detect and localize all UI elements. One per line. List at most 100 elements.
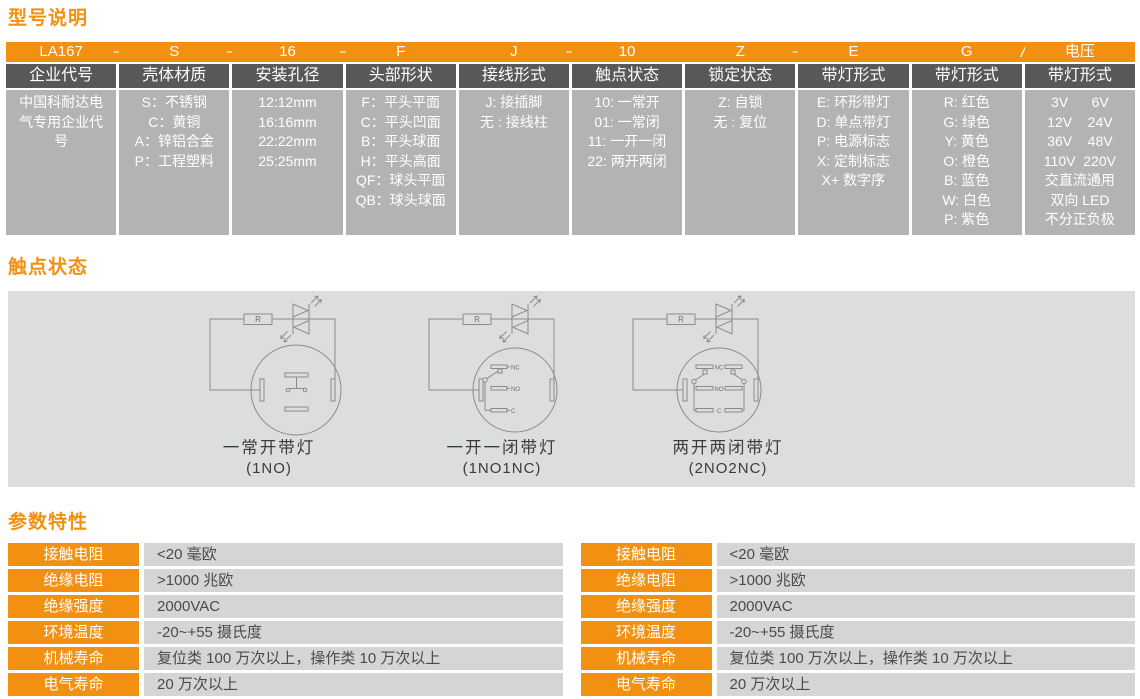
lamp-pin: [682, 378, 688, 402]
diagram-caption-text: 两开两闭带灯: [672, 439, 784, 457]
param-value: 2000VAC: [716, 595, 1135, 618]
param-label: 绝缘电阻: [580, 569, 712, 592]
param-value: 20 万次以上: [716, 673, 1135, 696]
lamp-pin: [549, 378, 555, 402]
option-line: Y: 黄色: [944, 133, 989, 149]
option-line: X+ 数字序: [821, 172, 886, 188]
param-row: 绝缘电阻 >1000 兆欧: [8, 569, 563, 592]
option-line: A：锌铝合金: [134, 133, 214, 149]
option-line: D: 单点带灯: [816, 113, 891, 130]
option-line: B：平头球面: [361, 133, 441, 149]
diagram-caption-code: (1NO1NC): [462, 460, 542, 477]
contact-label: C: [717, 409, 722, 415]
param-row: 接触电阻 <20 毫欧: [580, 543, 1135, 566]
param-row: 绝缘强度 2000VAC: [8, 595, 563, 618]
light-arrow-icon: [737, 299, 745, 307]
resistor-box: [462, 313, 492, 325]
diagram-caption: 两开两闭带灯 (2NO2NC): [603, 438, 853, 479]
model-code-cell-2: 16–: [232, 42, 348, 62]
param-value: -20~+55 摄氏度: [144, 621, 563, 644]
params-table-left: 接触电阻 <20 毫欧 绝缘电阻 >1000 兆欧 绝缘强度 2000VAC 环境温度 -20…: [8, 543, 563, 699]
option-line: R: 红色: [943, 94, 990, 110]
option-line: 22: 两开两闭: [587, 152, 667, 169]
common-wire: [693, 383, 696, 411]
diagram-caption-text: 一开一闭带灯: [446, 439, 558, 457]
c-bar: [490, 408, 508, 413]
contact-point: [302, 387, 308, 393]
option-line: E: 环形带灯: [816, 94, 891, 110]
param-value: 复位类 100 万次以上，操作类 10 万次以上: [144, 647, 563, 670]
param-label: 接触电阻: [580, 543, 712, 566]
diagram-svg: R: [209, 295, 342, 436]
option-line: QB：球头球面: [355, 191, 446, 208]
light-arrow-icon: [499, 331, 507, 339]
option-line: C：黄铜: [148, 113, 201, 130]
option-line: 交直流通用: [1044, 172, 1115, 188]
option-line: B: 蓝色: [944, 172, 990, 188]
model-options-cell-3: F：平头平面 C：平头凹面 B：平头球面 H：平头高面 QF：球头平面 QB：球头球面: [345, 90, 456, 235]
light-arrow-icon: [502, 334, 511, 343]
param-row: 绝缘强度 2000VAC: [580, 595, 1135, 618]
option-line: 36V 48V: [1047, 133, 1113, 149]
contact-bar: [724, 364, 743, 369]
model-code-cell-6: Z –: [685, 42, 801, 62]
option-line: 16:16mm: [258, 113, 317, 130]
contact-bar: [724, 408, 743, 413]
option-line: 号: [54, 133, 69, 149]
model-header-cell-5: 触点状态: [571, 64, 683, 88]
light-arrow-icon: [706, 334, 715, 343]
param-value: -20~+55 摄氏度: [716, 621, 1135, 644]
contact-label: C: [511, 409, 516, 415]
resistor-label: R: [255, 315, 261, 324]
option-line: 双向 LED: [1050, 191, 1110, 208]
contact-bar: [695, 364, 714, 369]
param-label: 电气寿命: [580, 673, 712, 696]
contact-bar: [695, 408, 714, 413]
model-options-cell-4: J: 接插脚无 : 接线柱: [458, 90, 569, 235]
diagram-svg: R NC NO C: [428, 295, 558, 433]
code-separator: –: [792, 43, 802, 60]
param-row: 电气寿命 20 万次以上: [8, 673, 563, 696]
params-table-right: 接触电阻 <20 毫欧 绝缘电阻 >1000 兆欧 绝缘强度 2000VAC 环境温度 -20…: [580, 543, 1135, 699]
model-code-cell-7: E: [798, 42, 909, 62]
code-separator: –: [226, 43, 236, 60]
model-options-cell-1: S：不锈钢 C：黄铜 A：锌铝合金 P：工程塑料: [119, 90, 230, 235]
common-wire: [484, 382, 491, 411]
no-bar: [490, 386, 508, 391]
param-value: >1000 兆欧: [144, 569, 563, 592]
switch-arm: [733, 373, 743, 381]
switch-body-circle: [472, 347, 558, 433]
light-arrow-icon: [310, 295, 319, 304]
resistor-label: R: [474, 315, 480, 324]
model-header-row: 企业代号 壳体材质 安装孔径 头部形状 接线形式 触点状态 锁定状态 带灯形式 带灯形式 带灯形式: [6, 64, 1135, 88]
lamp-pin: [753, 378, 759, 402]
option-line: F：平头平面: [361, 94, 440, 110]
param-label: 环境温度: [8, 621, 139, 644]
option-line: 01: 一常闭: [594, 113, 660, 130]
model-code-cell-0: LA167–: [6, 42, 122, 62]
pivot-node: [702, 369, 708, 375]
param-row: 环境温度 -20~+55 摄氏度: [580, 621, 1135, 644]
light-arrow-icon: [533, 299, 541, 307]
code-separator: –: [566, 43, 575, 60]
resistor-box: [243, 313, 273, 325]
param-label: 环境温度: [580, 621, 712, 644]
param-label: 绝缘强度: [580, 595, 712, 618]
model-code-row: LA167– S –16– F J –10 Z – E G / 电压: [6, 42, 1135, 62]
light-arrow-icon: [314, 299, 322, 307]
model-options-cell-6: Z: 自锁无 : 复位: [685, 90, 796, 235]
contact-label: NO: [715, 387, 724, 393]
section-title-params: 参数特性: [8, 512, 89, 533]
option-line: J: 接插脚: [485, 94, 543, 110]
lamp-pin: [478, 378, 484, 402]
diagram-caption: 一开一闭带灯 (1NO1NC): [377, 438, 627, 479]
diagram-caption-code: (1NO): [246, 460, 292, 477]
param-label: 电气寿命: [8, 673, 139, 696]
code-separator: –: [339, 43, 349, 60]
option-line: 25:25mm: [258, 152, 317, 169]
light-arrow-icon: [283, 334, 292, 343]
diagram-caption-code: (2NO2NC): [688, 460, 768, 477]
code-separator: /: [1020, 42, 1026, 61]
option-line: 110V 220V: [1043, 152, 1116, 169]
model-header-cell-9: 带灯形式: [1024, 64, 1135, 88]
